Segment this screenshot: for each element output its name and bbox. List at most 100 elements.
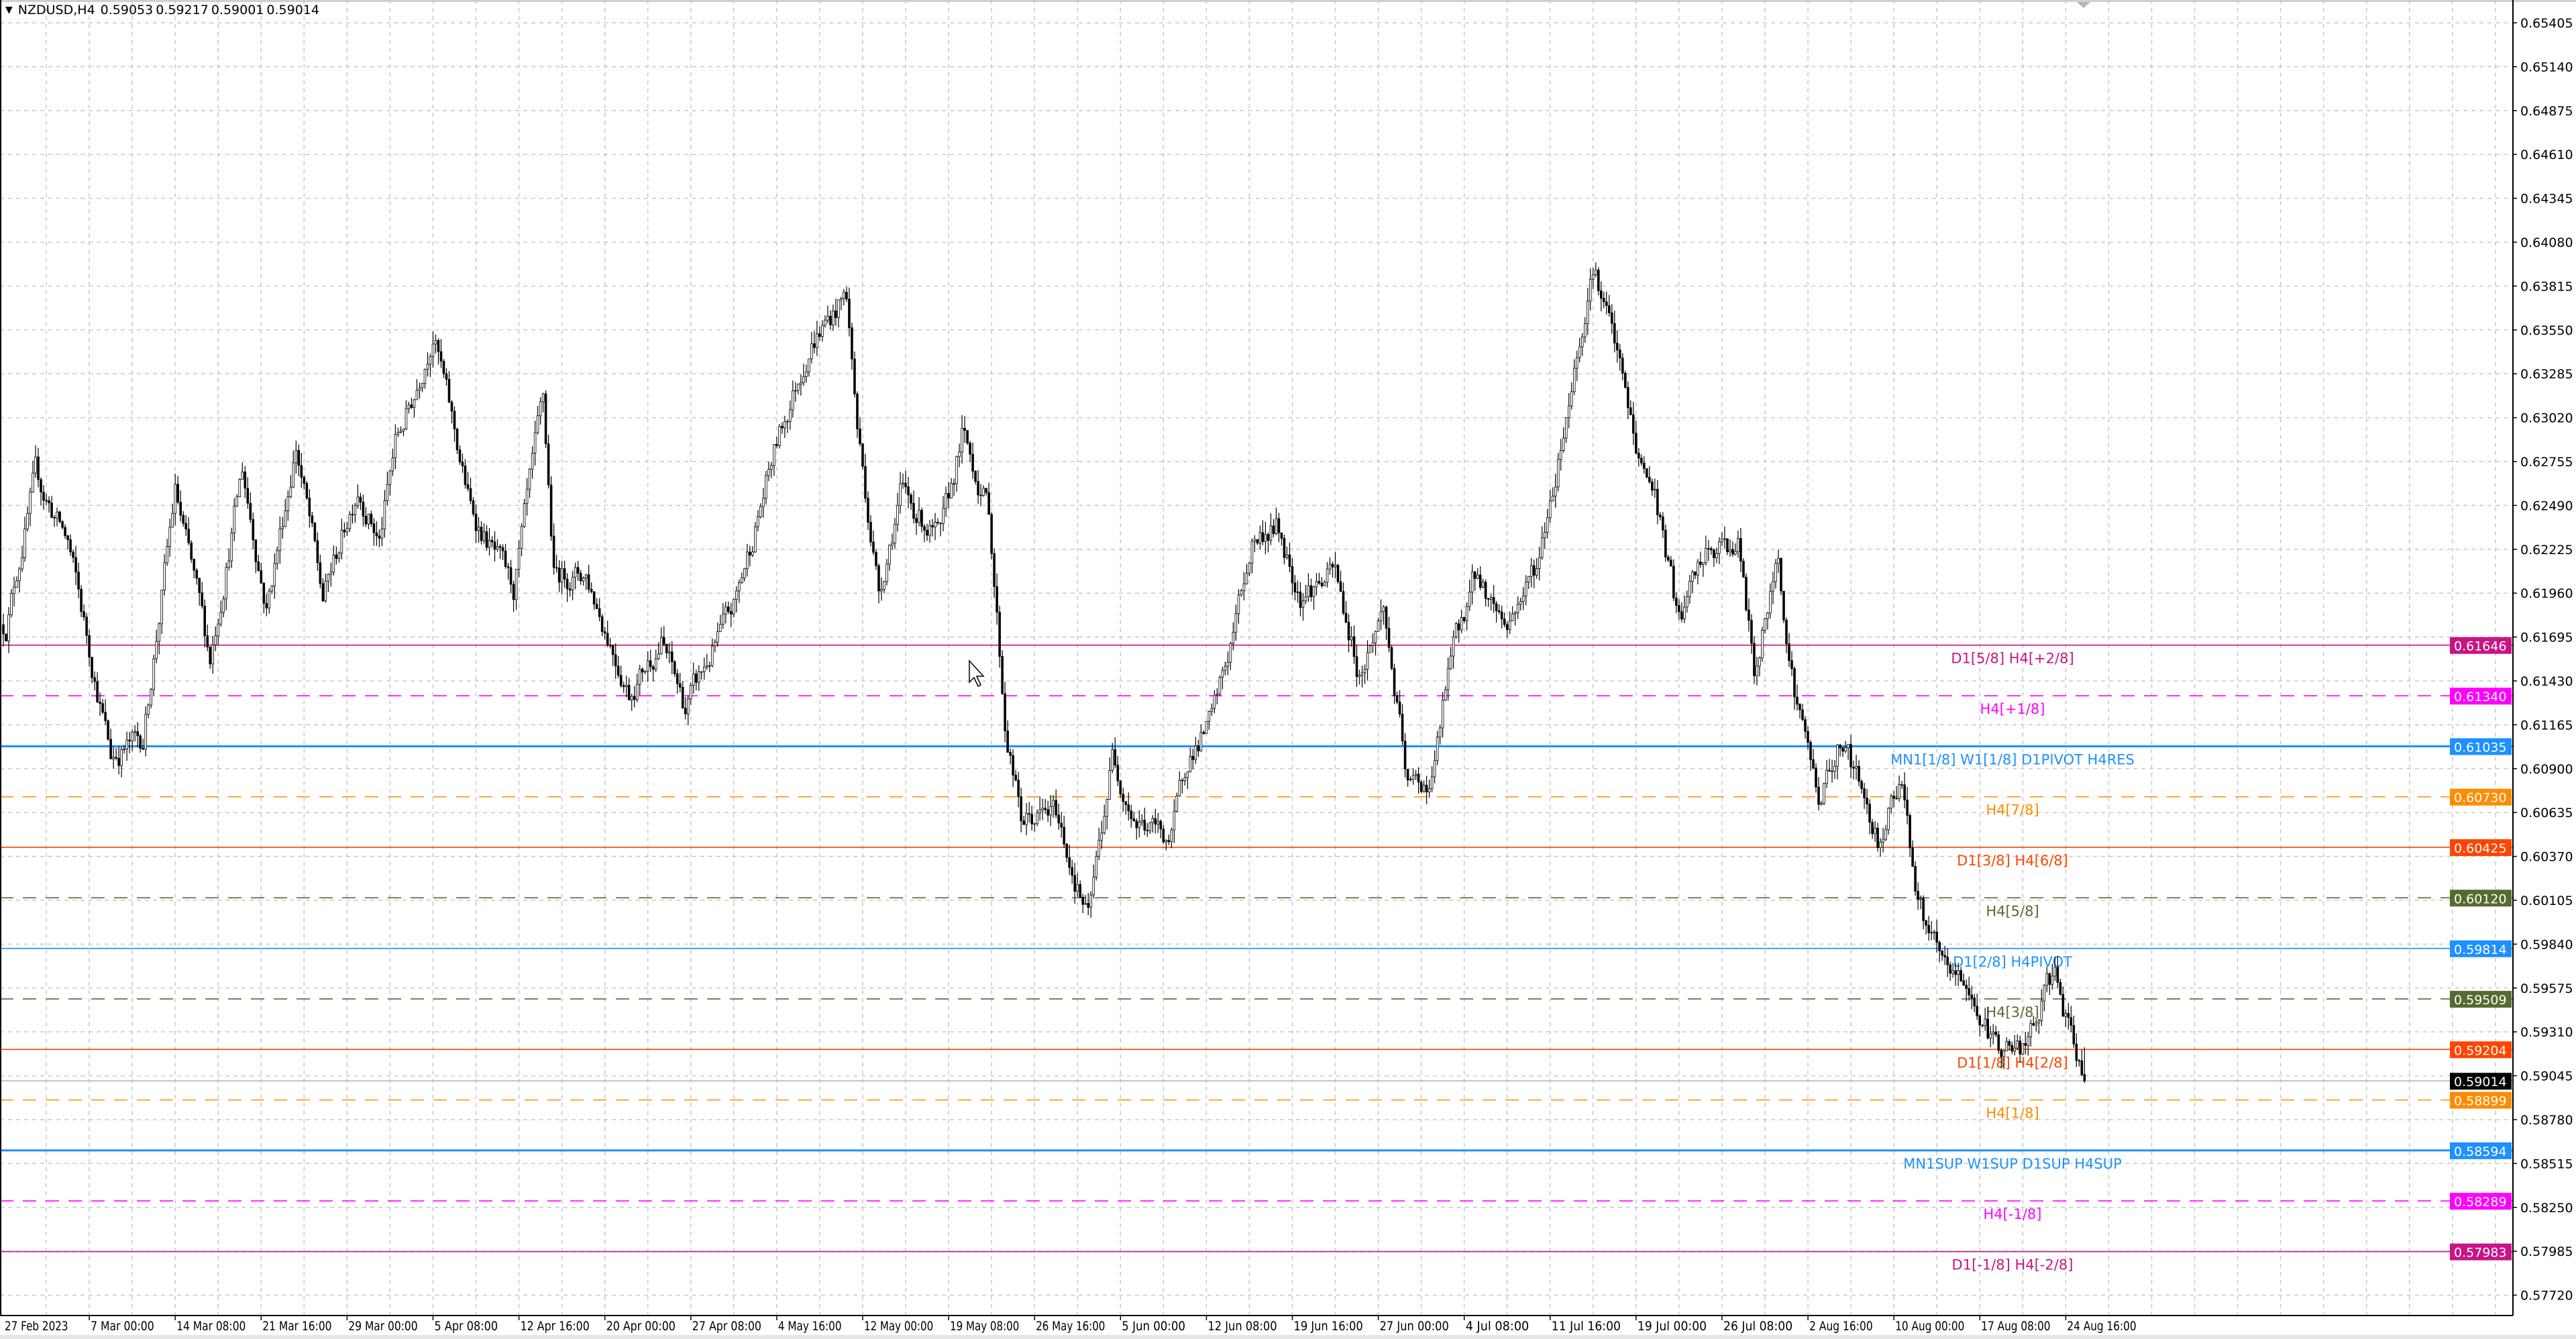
candle[interactable] [1081,897,1085,905]
candle[interactable] [1492,597,1495,604]
candle[interactable] [552,535,555,568]
candle[interactable] [1183,777,1187,782]
candle[interactable] [582,578,585,582]
candle[interactable] [533,432,537,453]
candle[interactable] [1957,970,1960,975]
candle[interactable] [971,453,974,472]
candle[interactable] [303,477,306,484]
candle[interactable] [13,586,15,594]
candle[interactable] [1965,985,1968,989]
candle[interactable] [1462,617,1466,621]
candle[interactable] [1250,541,1254,564]
candle[interactable] [1804,719,1807,732]
candle[interactable] [912,502,915,519]
candle[interactable] [2067,1013,2070,1018]
candle[interactable] [1143,820,1146,831]
candle[interactable] [541,393,545,403]
candle[interactable] [851,327,853,360]
candle[interactable] [7,614,10,641]
candle[interactable] [1691,572,1694,582]
candle[interactable] [2083,1074,2086,1081]
candle[interactable] [1401,714,1404,742]
candle[interactable] [536,415,539,433]
candle[interactable] [1293,582,1297,593]
candle[interactable] [423,369,427,384]
candle[interactable] [356,496,360,506]
candle[interactable] [359,496,362,502]
candle[interactable] [2032,1023,2035,1026]
candle[interactable] [848,299,851,329]
candle[interactable] [1984,1018,1987,1026]
candle[interactable] [1309,585,1313,597]
candle[interactable] [767,469,770,476]
candle[interactable] [1968,987,1970,996]
candle[interactable] [1454,623,1458,637]
candle[interactable] [1267,534,1270,541]
candle[interactable] [1186,771,1189,778]
candle[interactable] [1521,596,1525,602]
candle[interactable] [1108,769,1112,800]
candle[interactable] [1189,756,1192,773]
candle[interactable] [1208,710,1211,722]
candle[interactable] [654,658,657,670]
candle[interactable] [1318,581,1321,584]
candle[interactable] [187,529,191,543]
candle[interactable] [2040,1000,2043,1021]
candle[interactable] [891,542,894,545]
candle[interactable] [209,647,212,665]
candle[interactable] [765,475,767,499]
candle[interactable] [464,466,467,485]
candle[interactable] [614,654,617,667]
candle[interactable] [284,510,287,527]
candle[interactable] [1884,829,1887,840]
candle[interactable] [1970,994,1973,998]
candle[interactable] [1927,924,1930,933]
candle[interactable] [1769,590,1772,614]
candle[interactable] [1377,621,1380,632]
candle[interactable] [1055,800,1057,816]
candle[interactable] [2002,1051,2006,1057]
candle[interactable] [1100,833,1104,841]
candle[interactable] [1680,611,1683,620]
candle[interactable] [437,339,440,352]
candle[interactable] [394,433,397,458]
candle[interactable] [429,356,432,365]
candle[interactable] [2021,1042,2025,1055]
candle[interactable] [1036,812,1038,824]
candle[interactable] [136,731,139,737]
candle[interactable] [993,553,996,587]
candle[interactable] [643,670,647,673]
candle[interactable] [627,684,631,700]
candle[interactable] [523,503,526,527]
candle[interactable] [262,582,266,604]
candle[interactable] [885,564,888,582]
candle[interactable] [1640,458,1643,464]
candle[interactable] [1191,756,1195,760]
candle[interactable] [1283,538,1286,558]
candle[interactable] [579,572,582,582]
candle[interactable] [125,739,128,749]
candle[interactable] [800,382,802,385]
candle[interactable] [1470,572,1474,593]
candle[interactable] [515,569,518,600]
candle[interactable] [1812,759,1815,769]
candle[interactable] [23,529,26,558]
candle[interactable] [778,426,781,446]
candle[interactable] [598,608,601,617]
candle[interactable] [219,612,223,625]
candle[interactable] [934,521,936,527]
candle[interactable] [746,551,749,570]
candle[interactable] [1583,323,1587,337]
candle[interactable] [15,580,18,588]
candle[interactable] [203,606,207,636]
candle[interactable] [641,669,644,673]
candle[interactable] [362,501,365,517]
candle[interactable] [512,584,515,600]
candle[interactable] [861,443,864,467]
candle[interactable] [705,665,708,667]
candle[interactable] [327,574,330,582]
candle[interactable] [735,590,738,600]
candle[interactable] [1436,737,1439,761]
candle[interactable] [950,483,953,498]
